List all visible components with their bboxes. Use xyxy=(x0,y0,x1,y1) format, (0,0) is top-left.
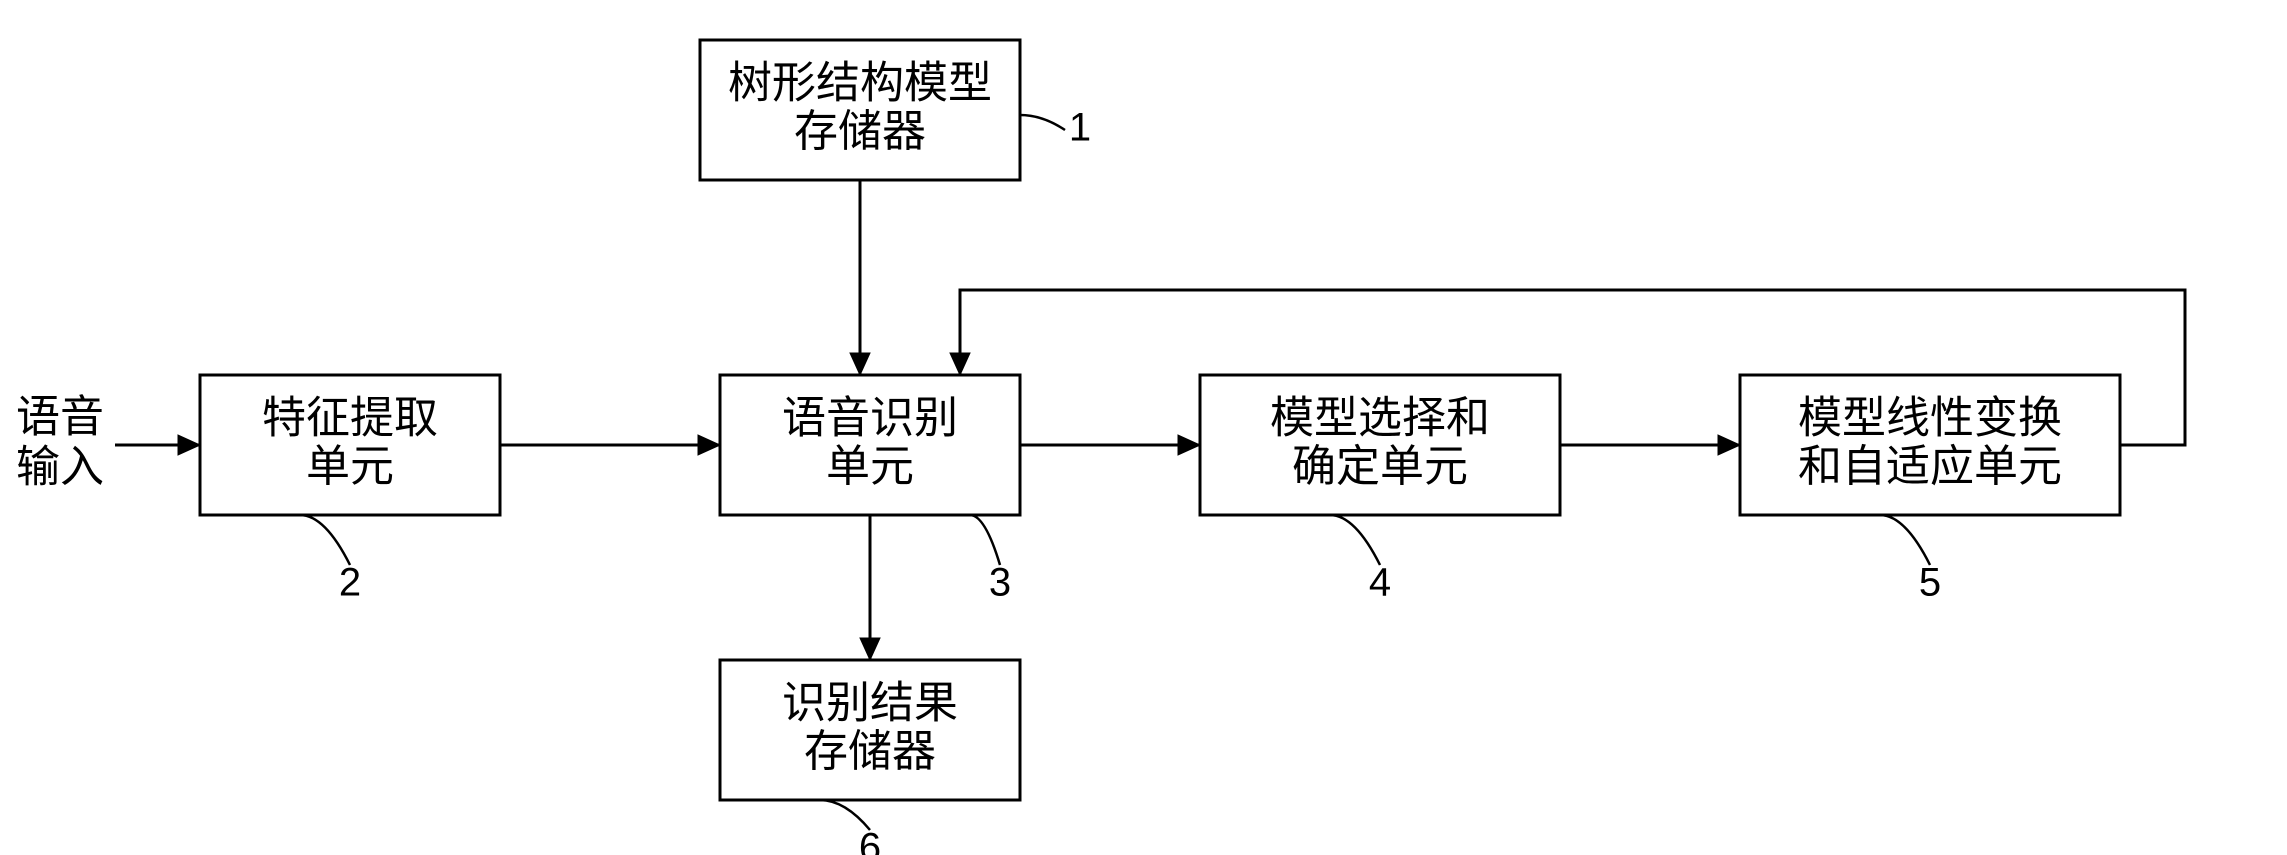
arrow-b3-to-b6 xyxy=(860,515,880,660)
number-1: 1 xyxy=(1069,106,1091,150)
arrow-b1-to-b3 xyxy=(850,180,870,375)
box-1-line1: 树形结构模型 xyxy=(728,58,992,107)
number-6: 6 xyxy=(859,826,881,855)
box-1: 树形结构模型存储器 xyxy=(700,40,1020,180)
box-5-line2: 和自适应单元 xyxy=(1798,442,2062,491)
box-3-line2: 单元 xyxy=(826,442,914,491)
box-2-line1: 特征提取 xyxy=(262,393,438,442)
leader-l1 xyxy=(1020,115,1065,130)
arrow-b4-to-b5 xyxy=(1560,435,1740,455)
box-5-line1: 模型线性变换 xyxy=(1798,393,2062,442)
leader-l5 xyxy=(1880,515,1930,565)
flow-diagram: 树形结构模型存储器特征提取单元语音识别单元模型选择和确定单元模型线性变换和自适应… xyxy=(0,0,2287,855)
box-6-line1: 识别结果 xyxy=(782,678,958,727)
input-label-line1: 语音 xyxy=(16,393,104,442)
arrow-b2-to-b3 xyxy=(500,435,720,455)
leader-l2 xyxy=(300,515,350,565)
box-4: 模型选择和确定单元 xyxy=(1200,375,1560,515)
box-2-line2: 单元 xyxy=(306,442,394,491)
number-4: 4 xyxy=(1369,561,1391,605)
box-3: 语音识别单元 xyxy=(720,375,1020,515)
box-4-line2: 确定单元 xyxy=(1292,442,1468,491)
box-6-line2: 存储器 xyxy=(804,727,936,776)
box-1-line2: 存储器 xyxy=(794,107,926,156)
box-5: 模型线性变换和自适应单元 xyxy=(1740,375,2120,515)
leader-l3 xyxy=(970,515,1000,565)
number-5: 5 xyxy=(1919,561,1941,605)
arrow-b3-to-b4 xyxy=(1020,435,1200,455)
box-2: 特征提取单元 xyxy=(200,375,500,515)
box-6: 识别结果存储器 xyxy=(720,660,1020,800)
arrow-input-to-b2 xyxy=(115,435,200,455)
box-3-line1: 语音识别 xyxy=(782,393,958,442)
number-3: 3 xyxy=(989,561,1011,605)
number-2: 2 xyxy=(339,561,361,605)
input-label-line2: 输入 xyxy=(16,443,104,492)
leader-l4 xyxy=(1330,515,1380,565)
box-4-line1: 模型选择和 xyxy=(1270,393,1490,442)
